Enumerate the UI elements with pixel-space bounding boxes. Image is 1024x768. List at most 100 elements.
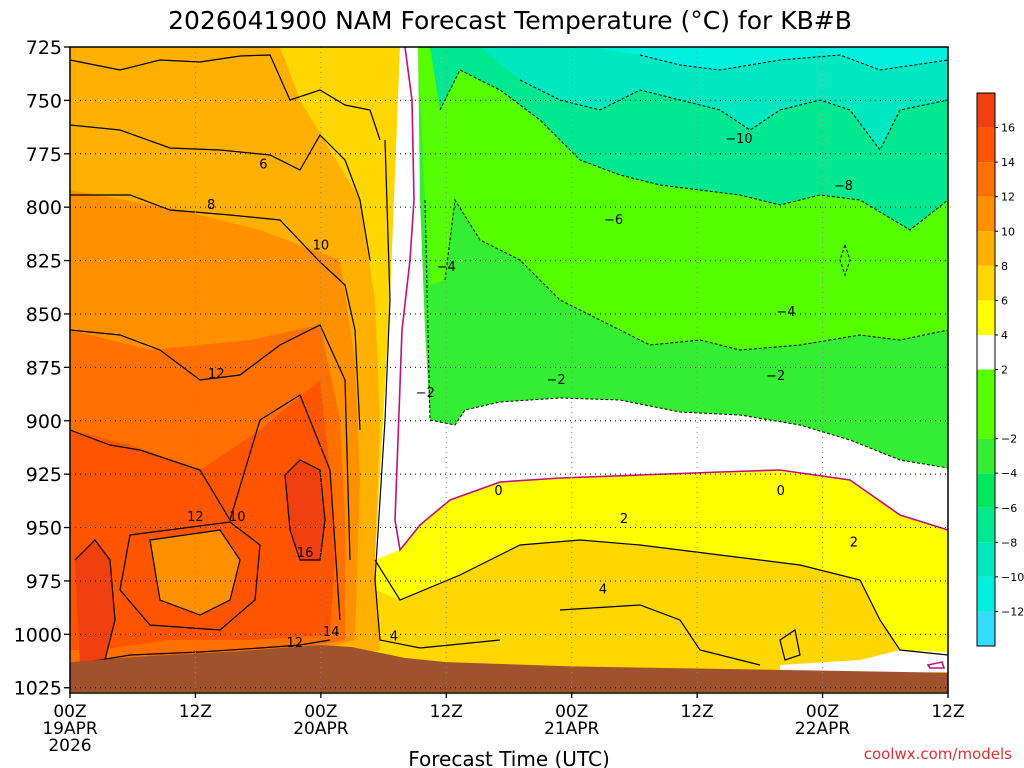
isotherm-warm-10b <box>119 521 261 631</box>
y-tick-label: 1025 <box>14 678 62 700</box>
cold-isotherm-dashed-lines <box>424 54 949 469</box>
x-tick-label: 12Z <box>681 702 714 722</box>
isotherm-label: 2 <box>850 535 858 550</box>
colorbar-segment <box>977 542 995 577</box>
isotherm-label: 4 <box>599 582 607 597</box>
x-tick-label: 20APR <box>293 719 349 739</box>
temperature-color-fills <box>70 47 948 693</box>
isotherm-label: −2 <box>766 369 785 384</box>
isotherm-cold-m10 <box>639 54 949 71</box>
colorbar-segment <box>977 438 995 474</box>
isotherm-warm-4b <box>559 604 761 666</box>
chart-title: 2026041900 NAM Forecast Temperature (°C)… <box>168 6 852 35</box>
y-tick-label: 975 <box>26 571 62 593</box>
isotherm-warm-12 <box>69 324 351 561</box>
isotherm-warm-4c <box>779 629 801 661</box>
isotherm-label: 12 <box>208 367 225 382</box>
colorbar-segment <box>977 196 995 232</box>
colorbar-segment <box>977 576 995 612</box>
isotherm-label: 4 <box>390 629 398 644</box>
isotherm-warm-4 <box>374 139 501 649</box>
isotherm-warm-6 <box>69 54 381 141</box>
isotherm-label: −4 <box>437 260 456 275</box>
isotherm-cold-m8-island <box>839 243 851 277</box>
colorbar-tick-label: 16 <box>1001 122 1015 135</box>
x-axis-label: Forecast Time (UTC) <box>408 747 610 768</box>
isotherm-cold-m4 <box>444 198 949 351</box>
fill-freezing-band-white <box>375 47 948 560</box>
y-tick-label: 725 <box>26 37 62 59</box>
x-tick-label: 12Z <box>931 702 964 722</box>
plot-frame <box>69 46 949 694</box>
y-tick-label: 950 <box>26 518 62 540</box>
isotherm-warm-2 <box>374 539 949 656</box>
credit-text: coolwx.com/models <box>864 745 1012 763</box>
colorbar-segment <box>977 334 995 370</box>
colorbar-segment <box>977 611 995 646</box>
colorbar-tick-label: 8 <box>1001 260 1008 273</box>
isotherm-label: 10 <box>313 239 330 254</box>
x-tick-label: 00Z <box>304 702 337 722</box>
colorbar-tick-label: −10 <box>1001 571 1024 584</box>
isotherm-cold-m6 <box>439 69 949 231</box>
isotherm-label: 6 <box>259 157 267 172</box>
isotherm-label: −2 <box>416 386 435 401</box>
isotherm-warm-12c <box>149 529 241 616</box>
colorbar-tick-label: 14 <box>1001 156 1015 169</box>
colorbar-segment <box>977 127 995 163</box>
temperature-colorbar: −12 −10 −8 −6 −4 −2 2 4 6 8 10 12 14 16 <box>976 92 1024 647</box>
colorbar-tick-label: −6 <box>1001 502 1017 515</box>
x-tick-label: 12Z <box>179 702 212 722</box>
colorbar-segment <box>977 507 995 543</box>
isotherm-label: 0 <box>494 484 502 499</box>
x-tick-label: 22APR <box>795 719 851 739</box>
x-tick-label: 00Z <box>806 702 839 722</box>
isotherm-warm-10 <box>70 194 361 431</box>
fill-lower-yellow-pocket <box>560 605 700 670</box>
colorbar-tick-label: 2 <box>1001 364 1008 377</box>
colorbar-tick-label: 4 <box>1001 329 1008 342</box>
colorbar-segment <box>977 265 995 301</box>
x-tick-label: 12Z <box>430 702 463 722</box>
ground-surface <box>70 645 948 692</box>
fill-surface-white-pocket <box>780 650 948 675</box>
isotherm-label: 2 <box>620 512 628 527</box>
isotherm-zero-line <box>394 46 949 552</box>
y-tick-label: 925 <box>26 464 62 486</box>
colorbar-tick-label: −4 <box>1001 467 1017 480</box>
y-tick-label: 775 <box>26 144 62 166</box>
isotherm-cold-m8 <box>519 79 949 151</box>
y-tick-label: 825 <box>26 251 62 273</box>
isotherm-label: −10 <box>725 132 752 147</box>
colorbar-segment <box>977 93 995 128</box>
fill-warm-core-16 <box>285 460 325 560</box>
y-tick-label: 800 <box>26 197 62 219</box>
isotherm-label: 14 <box>323 625 340 640</box>
x-tick-label: 21APR <box>544 719 600 739</box>
colorbar-segment <box>977 473 995 508</box>
y-tick-label: 1000 <box>14 624 62 646</box>
colorbar-tick-label: 10 <box>1001 225 1015 238</box>
fill-cold-region-cyan <box>480 47 948 150</box>
colorbar-tick-label: 6 <box>1001 294 1008 307</box>
isotherm-label: 12 <box>286 636 303 651</box>
x-tick-label: 00Z <box>53 702 86 722</box>
colorbar-tick-label: 12 <box>1001 191 1015 204</box>
isotherm-warm-12b <box>69 394 341 621</box>
colorbar-tick-label: −2 <box>1001 433 1017 446</box>
x-tick-label: 2026 <box>48 736 91 756</box>
y-tick-label: 875 <box>26 357 62 379</box>
isotherm-warm-16 <box>284 459 326 561</box>
colorbar-segment <box>977 300 995 335</box>
colorbar-segment <box>977 369 995 439</box>
fill-cold-region-aqua <box>590 47 948 70</box>
fill-warm-core-16b <box>75 540 115 665</box>
isotherm-zero-line-pocket <box>926 661 946 669</box>
colorbar-tick-label: −8 <box>1001 536 1017 549</box>
isotherm-label: −6 <box>604 213 623 228</box>
isotherm-warm-8 <box>69 124 371 261</box>
isotherm-cold-m2 <box>424 199 949 469</box>
isotherm-label: 16 <box>297 546 314 561</box>
